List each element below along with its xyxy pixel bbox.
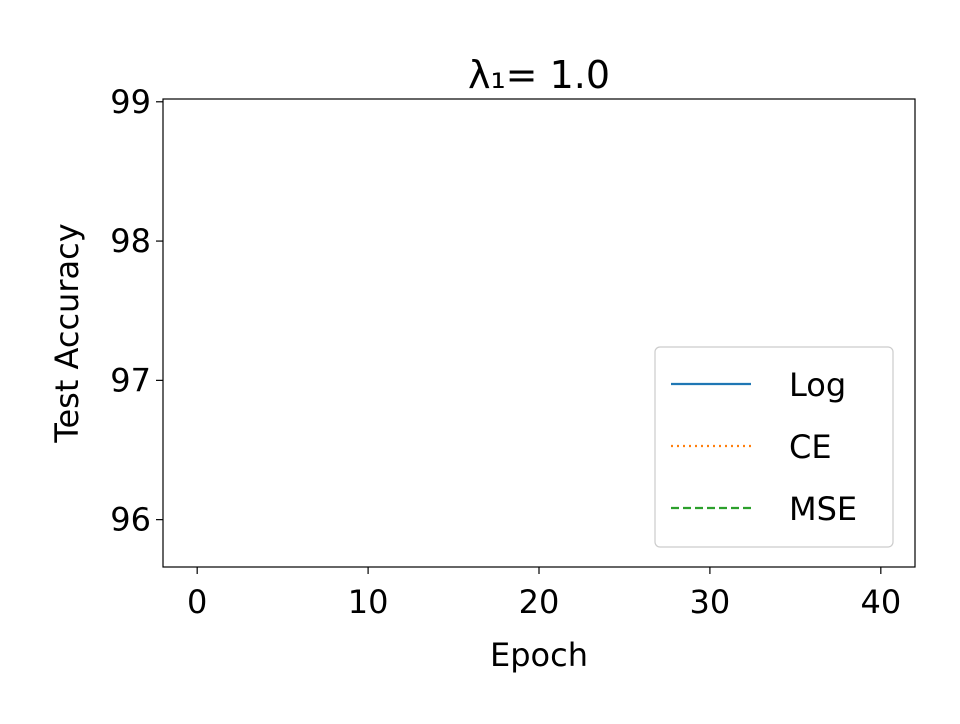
x-tick-label: 20 <box>519 583 560 621</box>
y-tick-label: 99 <box>110 83 151 121</box>
legend-frame <box>654 346 894 548</box>
legend-label: Log <box>789 366 846 404</box>
x-tick-label: 40 <box>860 583 901 621</box>
y-tick-label: 96 <box>110 501 151 539</box>
chart-title: λ₁= 1.0 <box>468 53 610 97</box>
x-axis-label: Epoch <box>490 636 588 674</box>
y-axis-label: Test Accuracy <box>48 223 86 443</box>
y-tick-label: 97 <box>110 361 151 399</box>
plot-frame <box>162 98 916 568</box>
y-tick-label: 98 <box>110 222 151 260</box>
legend-label: MSE <box>789 490 857 528</box>
x-tick-label: 0 <box>187 583 207 621</box>
legend-label: CE <box>789 428 832 466</box>
x-tick-label: 10 <box>348 583 389 621</box>
x-tick-label: 30 <box>690 583 731 621</box>
legend: Log CE MSE <box>654 346 894 548</box>
